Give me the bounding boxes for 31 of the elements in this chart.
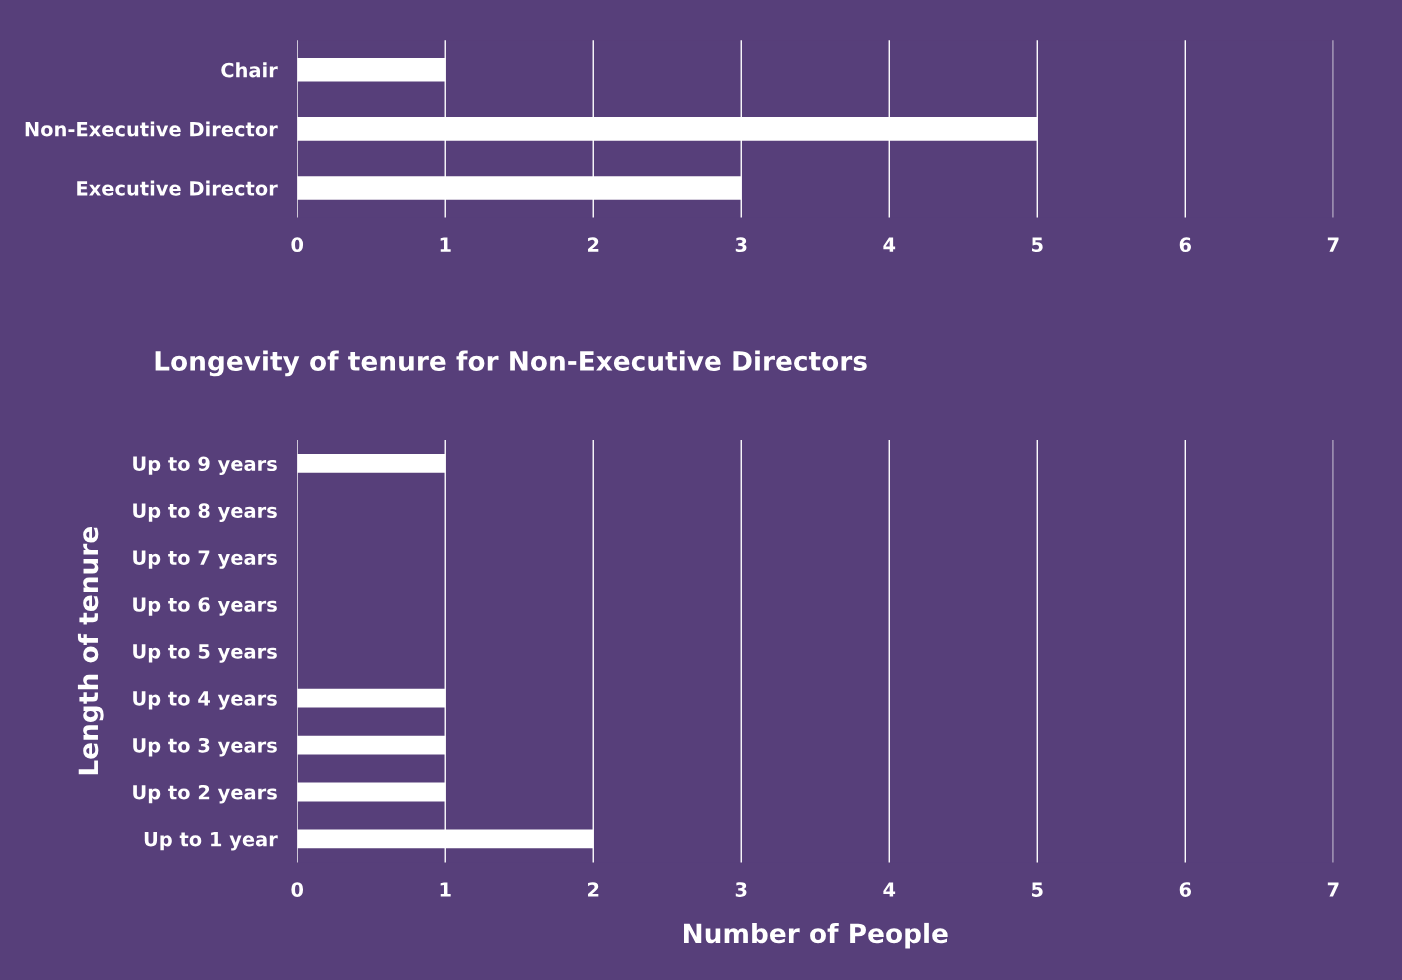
y-tick-label: Up to 2 years bbox=[133, 784, 277, 804]
x-tick-label: 0 bbox=[291, 237, 304, 253]
y-tick-label: Non-Executive Director bbox=[25, 121, 278, 137]
y-axis-title: Length of tenure bbox=[77, 527, 104, 775]
x-tick-label: 4 bbox=[883, 237, 896, 252]
y-tick-label: Executive Director bbox=[77, 180, 278, 196]
x-tick-label: 7 bbox=[1327, 882, 1339, 897]
x-tick-label: 3 bbox=[735, 882, 747, 897]
x-tick-label: 7 bbox=[1327, 237, 1339, 252]
x-tick-label: 1 bbox=[440, 882, 451, 897]
y-tick-label: Up to 8 years bbox=[133, 503, 277, 522]
x-tick-label: 2 bbox=[588, 882, 599, 897]
y-tick-label: Up to 5 years bbox=[133, 644, 277, 663]
x-tick-label: 5 bbox=[1032, 882, 1043, 897]
y-tick-label: Up to 9 years bbox=[133, 456, 277, 475]
y-tick-label: Up to 3 years bbox=[133, 737, 277, 757]
y-tick-label: Chair bbox=[221, 62, 278, 78]
x-tick-label: 5 bbox=[1032, 237, 1043, 253]
y-tick-label: Up to 7 years bbox=[133, 550, 277, 569]
x-axis-title: Number of People bbox=[684, 922, 948, 949]
chart-title: Longevity of tenure for Non-Executive Directors bbox=[155, 350, 867, 377]
y-tick-label: Up to 1 year bbox=[144, 832, 278, 851]
x-tick-label: 2 bbox=[588, 237, 599, 252]
x-tick-label: 6 bbox=[1179, 882, 1192, 897]
y-tick-label: Up to 6 years bbox=[133, 597, 277, 616]
x-tick-label: 0 bbox=[291, 882, 304, 897]
y-tick-label: Up to 4 years bbox=[133, 691, 277, 710]
x-tick-label: 4 bbox=[883, 882, 896, 897]
x-tick-label: 6 bbox=[1179, 237, 1192, 253]
x-tick-label: 1 bbox=[440, 237, 451, 252]
x-tick-label: 3 bbox=[735, 237, 747, 253]
